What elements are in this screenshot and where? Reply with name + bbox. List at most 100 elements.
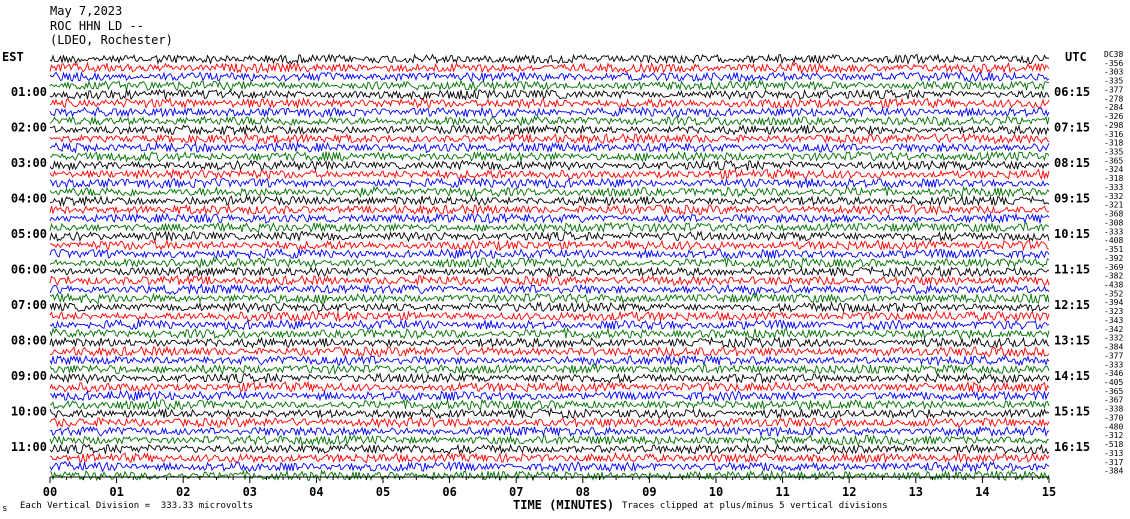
est-hour-label: 11:00 <box>11 440 47 454</box>
seismic-trace <box>49 363 1050 376</box>
seismic-trace <box>49 70 1050 83</box>
seismic-trace <box>49 389 1050 402</box>
x-tick-label: 07 <box>509 485 523 499</box>
trace-dc-value: -384 <box>1104 467 1123 476</box>
trace-dc-value: -408 <box>1104 236 1123 245</box>
seismic-trace <box>49 114 1050 127</box>
trace-dc-value: -335 <box>1104 77 1123 86</box>
est-hour-label: 03:00 <box>11 156 47 170</box>
utc-hour-label: 16:15 <box>1054 440 1090 454</box>
seismic-trace <box>49 283 1050 296</box>
seismic-trace <box>49 239 1050 252</box>
x-tick-label: 01 <box>109 485 123 499</box>
utc-hour-label: 11:15 <box>1054 263 1090 277</box>
utc-hour-label: 13:15 <box>1054 334 1090 348</box>
trace-dc-value: -284 <box>1104 103 1123 112</box>
utc-hour-label: 10:15 <box>1054 227 1090 241</box>
seismic-trace <box>49 291 1050 305</box>
trace-group <box>49 53 1050 482</box>
trace-dc-value: -438 <box>1104 280 1123 289</box>
seismic-trace <box>49 372 1050 385</box>
x-tick-label: 00 <box>43 485 57 499</box>
corner-mark: s <box>2 504 8 514</box>
seismic-trace <box>49 212 1050 225</box>
network-name: (LDEO, Rochester) <box>50 33 173 47</box>
x-tick-label: 08 <box>576 485 590 499</box>
seismic-trace <box>49 88 1050 101</box>
seismic-trace <box>49 407 1050 420</box>
trace-dc-value: -333 <box>1104 227 1123 236</box>
x-tick-label: 02 <box>176 485 190 499</box>
est-hour-label: 06:00 <box>11 263 47 277</box>
trace-dc-value: -392 <box>1104 254 1123 263</box>
trace-dc-value: -369 <box>1104 263 1123 272</box>
seismic-trace <box>50 398 1050 411</box>
seismic-trace <box>49 177 1050 189</box>
trace-dc-value: -356 <box>1104 59 1123 68</box>
seismic-trace <box>49 434 1050 447</box>
trace-dc-value: -405 <box>1104 378 1123 387</box>
x-tick-label: 13 <box>909 485 923 499</box>
utc-hour-label: 06:15 <box>1054 85 1090 99</box>
seismic-trace <box>49 150 1050 163</box>
seismic-trace <box>49 61 1050 75</box>
seismic-trace <box>49 247 1050 261</box>
seismic-trace <box>49 310 1050 323</box>
trace-dc-value: -382 <box>1104 272 1123 281</box>
trace-dc-value: -303 <box>1104 68 1123 77</box>
trace-dc-value: -368 <box>1104 210 1123 219</box>
trace-dc-value: -343 <box>1104 316 1123 325</box>
trace-dc-value: -365 <box>1104 387 1123 396</box>
trace-dc-value: DC38 <box>1104 50 1123 59</box>
trace-dc-value: -342 <box>1104 325 1123 334</box>
seismic-trace <box>49 194 1050 207</box>
x-tick-label: 10 <box>709 485 723 499</box>
trace-dc-value: -323 <box>1104 307 1123 316</box>
x-tick-label: 11 <box>775 485 789 499</box>
utc-hour-label: 15:15 <box>1054 405 1090 419</box>
trace-dc-value: -384 <box>1104 343 1123 352</box>
est-hour-label: 05:00 <box>11 227 47 241</box>
seismic-trace <box>49 327 1050 340</box>
utc-hour-label: 09:15 <box>1054 192 1090 206</box>
utc-hour-label: 14:15 <box>1054 369 1090 383</box>
est-hour-label: 07:00 <box>11 298 47 312</box>
trace-dc-value: -480 <box>1104 422 1123 431</box>
seismic-trace <box>49 203 1050 216</box>
trace-dc-value: -326 <box>1104 112 1123 121</box>
est-axis-label: EST <box>2 50 24 64</box>
trace-dc-value: -518 <box>1104 440 1123 449</box>
seismic-trace <box>49 300 1050 314</box>
trace-dc-value: -316 <box>1104 130 1123 139</box>
seismic-trace <box>49 167 1050 180</box>
est-hour-label: 10:00 <box>11 405 47 419</box>
trace-dc-value: -324 <box>1104 165 1123 174</box>
seismic-trace <box>49 78 1050 92</box>
trace-dc-value: -332 <box>1104 334 1123 343</box>
trace-dc-value: -370 <box>1104 413 1123 422</box>
trace-dc-value: -351 <box>1104 245 1123 254</box>
trace-dc-value: -338 <box>1104 405 1123 414</box>
x-tick-label: 03 <box>243 485 257 499</box>
seismic-trace <box>49 220 1050 234</box>
trace-dc-value: -278 <box>1104 94 1123 103</box>
seismic-trace <box>49 123 1050 137</box>
trace-dc-value: -377 <box>1104 85 1123 94</box>
trace-dc-value: -377 <box>1104 351 1123 360</box>
x-axis-title: TIME (MINUTES) <box>513 498 615 512</box>
est-hour-label: 02:00 <box>11 121 47 135</box>
est-hour-label: 01:00 <box>11 85 47 99</box>
clip-note: Traces clipped at plus/minus 5 vertical … <box>622 501 888 511</box>
trace-dc-value: -321 <box>1104 201 1123 210</box>
x-tick-label: 15 <box>1042 485 1056 499</box>
seismic-trace <box>49 416 1050 429</box>
trace-dc-value: -318 <box>1104 174 1123 183</box>
x-tick-label: 09 <box>642 485 656 499</box>
est-hour-label: 08:00 <box>11 334 47 348</box>
utc-hour-label: 12:15 <box>1054 298 1090 312</box>
seismic-trace <box>49 274 1050 287</box>
utc-axis-label: UTC <box>1065 50 1087 64</box>
trace-dc-value: -352 <box>1104 289 1123 298</box>
seismic-trace <box>49 53 1050 66</box>
